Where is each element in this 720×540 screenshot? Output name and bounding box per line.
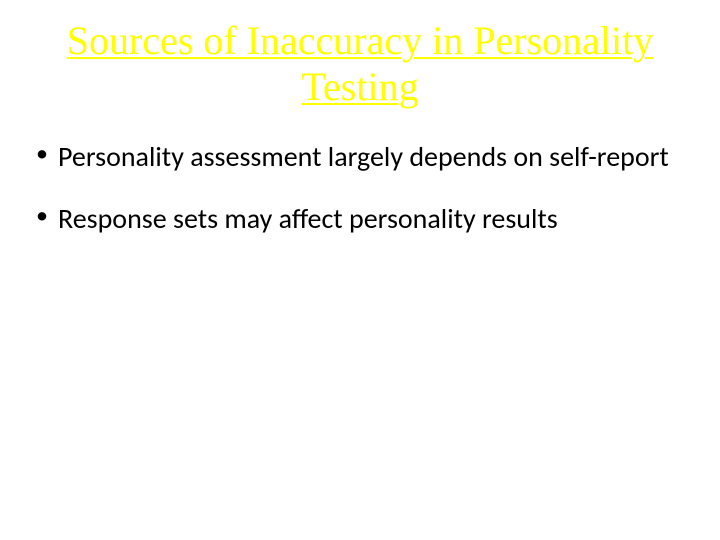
bullet-list: Personality assessment largely depends o… — [20, 140, 700, 235]
list-item: Response sets may affect personality res… — [30, 202, 690, 236]
list-item: Personality assessment largely depends o… — [30, 140, 690, 174]
slide: Sources of Inaccuracy in Personality Tes… — [0, 0, 720, 540]
slide-title: Sources of Inaccuracy in Personality Tes… — [40, 18, 680, 110]
